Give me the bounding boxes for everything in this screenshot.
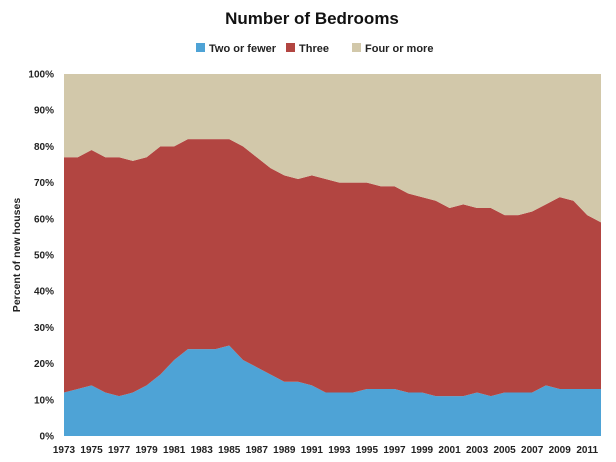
legend-label-1: Three xyxy=(299,43,329,55)
y-tick-label: 100% xyxy=(28,70,54,81)
x-tick-label: 2007 xyxy=(521,445,544,456)
y-tick-label: 70% xyxy=(34,178,54,189)
x-tick-label: 1985 xyxy=(218,445,241,456)
x-tick-label: 1999 xyxy=(411,445,434,456)
chart-title: Number of Bedrooms xyxy=(225,9,399,28)
x-tick-label: 2003 xyxy=(466,445,489,456)
series-area-0 xyxy=(64,345,601,436)
legend-label-2: Four or more xyxy=(365,43,433,55)
x-tick-label: 1993 xyxy=(328,445,351,456)
y-tick-label: 90% xyxy=(34,106,54,117)
y-tick-label: 30% xyxy=(34,323,54,334)
x-tick-label: 1977 xyxy=(108,445,131,456)
legend-swatch-2 xyxy=(352,43,361,52)
x-tick-label: 2005 xyxy=(493,445,516,456)
y-axis: 0% 10% 20% 30% 40% 50% 60% 70% 80% 90% 100% xyxy=(28,70,54,443)
x-tick-label: 1995 xyxy=(356,445,379,456)
series-area-2 xyxy=(64,74,601,223)
x-tick-label: 1987 xyxy=(246,445,269,456)
y-tick-label: 0% xyxy=(40,432,55,443)
y-tick-label: 40% xyxy=(34,287,54,298)
plot-areas xyxy=(64,74,601,436)
x-tick-label: 1973 xyxy=(53,445,76,456)
x-tick-label: 1979 xyxy=(135,445,158,456)
x-tick-label: 2009 xyxy=(549,445,572,456)
y-axis-label: Percent of new houses xyxy=(11,198,23,313)
x-tick-label: 1975 xyxy=(80,445,103,456)
x-tick-label: 1991 xyxy=(301,445,324,456)
x-tick-label: 1983 xyxy=(191,445,214,456)
x-tick-label: 1981 xyxy=(163,445,186,456)
legend: Two or fewer Three Four or more xyxy=(196,43,433,55)
x-axis: 1973 1975 1977 1979 1981 1983 1985 1987 1989 1991… xyxy=(53,445,599,456)
x-tick-label: 2001 xyxy=(438,445,461,456)
y-tick-label: 60% xyxy=(34,214,54,225)
legend-swatch-0 xyxy=(196,43,205,52)
y-tick-label: 20% xyxy=(34,359,54,370)
legend-swatch-1 xyxy=(286,43,295,52)
x-tick-label: 2011 xyxy=(576,445,598,456)
x-tick-label: 1989 xyxy=(273,445,296,456)
legend-label-0: Two or fewer xyxy=(209,43,277,55)
y-tick-label: 50% xyxy=(34,251,54,262)
y-tick-label: 80% xyxy=(34,142,54,153)
series-area-1 xyxy=(64,139,601,397)
y-tick-label: 10% xyxy=(34,395,54,406)
x-tick-label: 1997 xyxy=(383,445,406,456)
